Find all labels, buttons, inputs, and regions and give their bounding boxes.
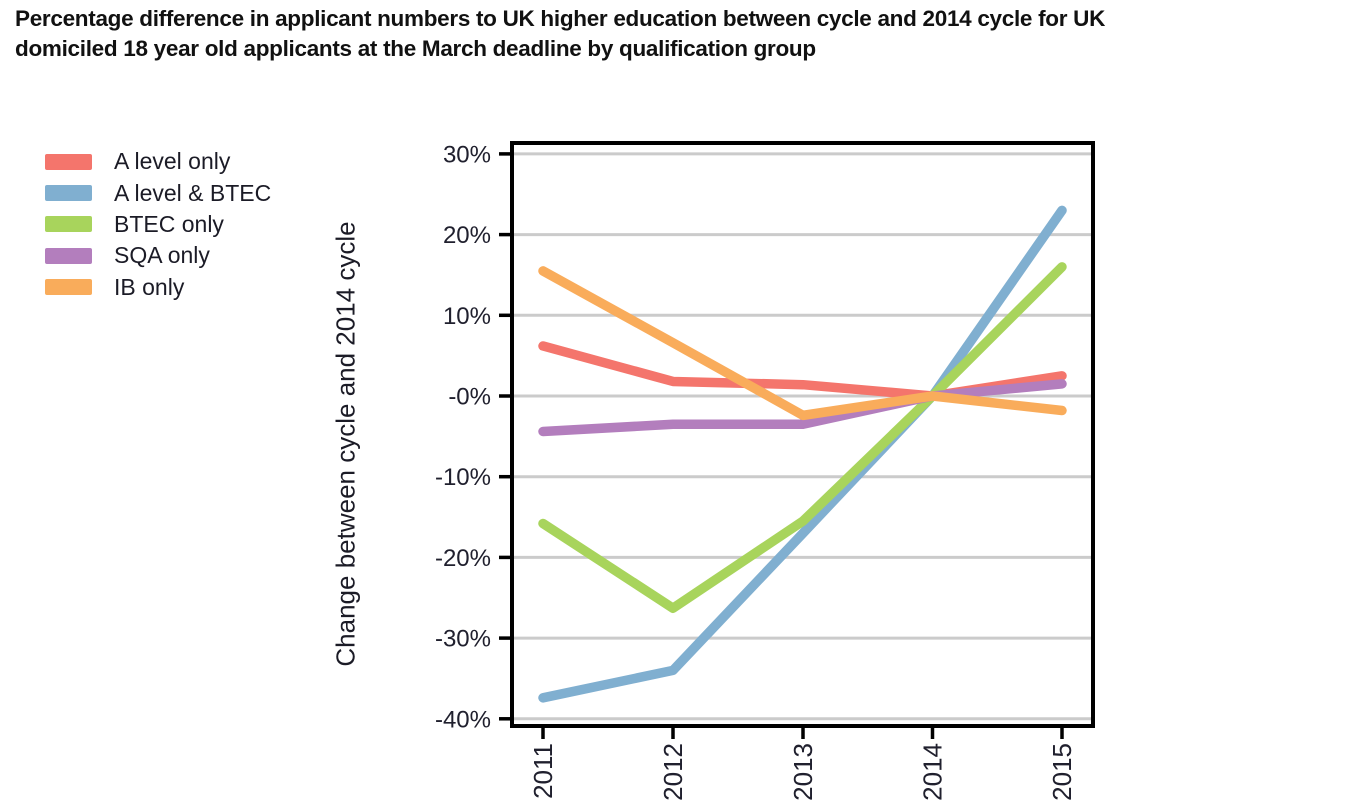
legend: A level only A level & BTEC BTEC only SQ… <box>45 146 271 303</box>
y-tick-label: -20% <box>435 545 491 572</box>
legend-swatch-sqa-only <box>45 247 92 264</box>
chart-title: Percentage difference in applicant numbe… <box>15 4 1360 64</box>
series-line-btec-only <box>538 262 1067 613</box>
x-tick-label: 2015 <box>1047 743 1077 801</box>
legend-label: IB only <box>114 273 185 300</box>
legend-item-a-level-and-btec: A level & BTEC <box>45 177 271 208</box>
legend-item-sqa-only: SQA only <box>45 240 271 271</box>
x-tick-label: 2014 <box>918 743 948 801</box>
y-tick-label: -40% <box>435 706 491 733</box>
legend-swatch-a-level-and-btec <box>45 185 92 202</box>
x-tick-label: 2011 <box>528 743 558 799</box>
x-tick-label: 2012 <box>658 743 688 801</box>
y-tick-label: -10% <box>435 464 491 491</box>
legend-swatch-a-level-only <box>45 153 92 170</box>
legend-label: A level only <box>114 148 231 175</box>
legend-item-btec-only: BTEC only <box>45 209 271 240</box>
legend-item-a-level-only: A level only <box>45 146 271 177</box>
legend-item-ib-only: IB only <box>45 272 271 303</box>
series-line-ib-only <box>538 266 1067 421</box>
legend-swatch-btec-only <box>45 216 92 233</box>
legend-label: A level & BTEC <box>114 179 272 206</box>
legend-label: SQA only <box>114 242 210 269</box>
y-tick-label: -0% <box>448 384 491 411</box>
chart-title-line-1: Percentage difference in applicant numbe… <box>15 6 1106 31</box>
y-tick-label: -30% <box>435 626 491 653</box>
legend-label: BTEC only <box>114 210 224 237</box>
x-tick-label: 2013 <box>788 743 818 801</box>
series-line-sqa-only <box>538 379 1067 437</box>
y-tick-label: 30% <box>443 141 491 168</box>
y-tick-label: 10% <box>443 303 491 330</box>
y-tick-label: 20% <box>443 222 491 249</box>
legend-swatch-ib-only <box>45 279 92 296</box>
chart-title-line-2: domiciled 18 year old applicants at the … <box>15 36 816 61</box>
series-line-a-level-btec <box>538 205 1067 703</box>
